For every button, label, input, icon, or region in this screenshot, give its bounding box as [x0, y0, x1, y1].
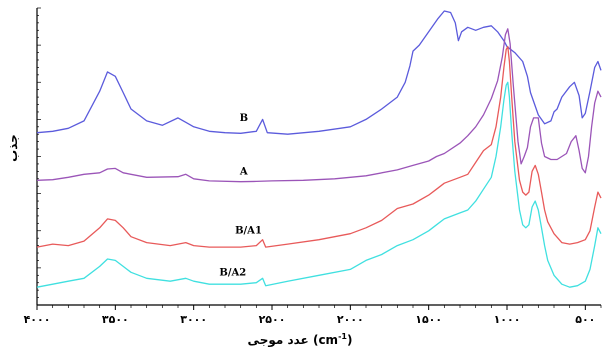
x-tick-label: ۵۰۰ [575, 313, 595, 326]
series-line-b-a2 [36, 81, 602, 288]
x-tick-label: ۳۰۰۰ [180, 313, 207, 326]
y-axis-title: جذب [6, 134, 20, 162]
series-annotation-label: A [239, 166, 248, 177]
series-group [36, 10, 602, 288]
x-tick-label: ۲۵۰۰ [259, 313, 286, 326]
series-line-b [36, 10, 602, 135]
x-tick-label: ۳۵۰۰ [102, 313, 129, 326]
series-annotation-label: B/A2 [219, 267, 246, 278]
x-tick-label: ۲۰۰۰ [337, 313, 364, 326]
x-tick-label: ۱۰۰۰ [494, 313, 521, 326]
x-axis-title: عدد موجی (cm-1) [248, 332, 353, 348]
series-line-b-a1 [36, 45, 602, 248]
x-tick-label: ۴۰۰۰ [24, 313, 51, 326]
series-line-a [36, 28, 602, 183]
axes: ۴۰۰۰ ۳۵۰۰ ۳۰۰۰ ۲۵۰۰ ۲۰۰۰ ۱۵۰۰ ۱۰۰۰ ۵۰۰ [24, 7, 602, 326]
x-tick-label: ۱۵۰۰ [415, 313, 442, 326]
series-annotation-label: B/A1 [235, 226, 262, 237]
series-annotations: B A B/A1 B/A2 [219, 113, 261, 278]
series-annotation-label: B [240, 113, 248, 124]
